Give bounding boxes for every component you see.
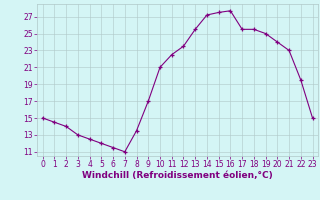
- X-axis label: Windchill (Refroidissement éolien,°C): Windchill (Refroidissement éolien,°C): [82, 171, 273, 180]
